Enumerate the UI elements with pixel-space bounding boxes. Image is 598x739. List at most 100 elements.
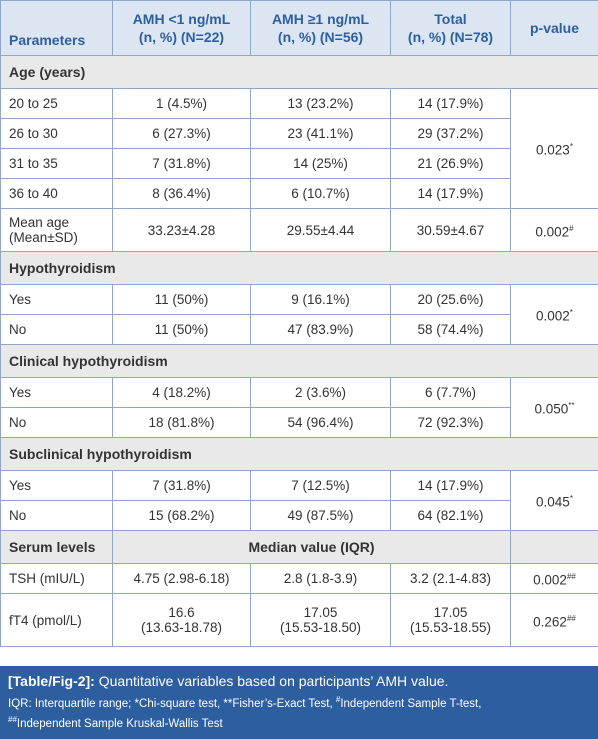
cell-text: 33.23±4.28	[147, 222, 216, 238]
column-header-text: Total	[434, 11, 467, 27]
section-row: Serum levels Median value (IQR)	[0, 530, 598, 564]
cell-text: 14 (17.9%)	[417, 96, 484, 111]
row-label-text: 20 to 25	[9, 96, 58, 111]
p-value-mark: ##	[566, 613, 576, 623]
row-label-text: 31 to 35	[9, 156, 58, 171]
column-header: AMH <1 ng/mL (n, %) (N=22)	[112, 0, 251, 56]
column-header: AMH ≥1 ng/mL (n, %) (N=56)	[250, 0, 391, 56]
p-value: 0.045*	[510, 470, 598, 531]
cell-text: 15 (68.2%)	[148, 508, 215, 523]
p-value-mark: *	[569, 142, 573, 152]
data-cell: 47 (83.9%)	[250, 314, 391, 345]
row-label-text: No	[9, 322, 27, 337]
p-value-mark: *	[569, 308, 573, 318]
column-header: p-value	[510, 0, 598, 56]
data-cell: 29 (37.2%)	[390, 118, 511, 149]
cell-text: 1 (4.5%)	[155, 96, 208, 111]
column-header-text: AMH ≥1 ng/mL	[271, 11, 370, 27]
cell-text: 18 (81.8%)	[148, 415, 215, 430]
row-label-text: 26 to 30	[9, 126, 58, 141]
data-cell: 7 (12.5%)	[250, 470, 391, 501]
data-cell: 4.75 (2.98-6.18)	[112, 563, 251, 594]
p-value-mark: **	[568, 401, 575, 411]
data-cell: 14 (17.9%)	[390, 88, 511, 119]
data-row: No 15 (68.2%) 49 (87.5%) 64 (82.1%)	[0, 500, 598, 531]
data-row: 26 to 30 6 (27.3%) 23 (41.1%) 29 (37.2%)	[0, 118, 598, 149]
section-row: Clinical hypothyroidism	[0, 344, 598, 378]
row-label: No	[0, 314, 113, 345]
row-label: No	[0, 407, 113, 438]
cell-text: 7 (31.8%)	[152, 478, 211, 493]
caption: [Table/Fig-2]: Quantitative variables ba…	[8, 672, 590, 690]
data-cell: 4 (18.2%)	[112, 377, 251, 408]
row-label-text: Yes	[9, 385, 32, 400]
cell-text: 9 (16.1%)	[291, 292, 350, 307]
data-row: TSH (mIU/L) 4.75 (2.98-6.18) 2.8 (1.8-3.9)…	[0, 563, 598, 594]
cell-text: 2.8 (1.8-3.9)	[283, 571, 358, 586]
cell-text: 3.2 (2.1-4.83)	[409, 571, 492, 586]
p-value-text: 0.045	[536, 494, 570, 510]
p-value: 0.262##	[510, 593, 598, 647]
data-cell: 6 (27.3%)	[112, 118, 251, 149]
row-label: Yes	[0, 377, 113, 408]
cell-text: 8 (36.4%)	[152, 186, 211, 201]
cell-text: 30.59±4.67	[416, 222, 485, 238]
p-value-mark: #	[569, 223, 574, 233]
data-cell: 21 (26.9%)	[390, 148, 511, 179]
cell-text: 16.6	[168, 605, 195, 620]
row-label: 26 to 30	[0, 118, 113, 149]
cell-text: 54 (96.4%)	[287, 415, 354, 430]
section-title: Clinical hypothyroidism	[0, 344, 598, 378]
data-cell: 17.05 (15.53-18.50)	[250, 593, 391, 647]
row-label-text: Yes	[9, 478, 32, 493]
row-label-text: (Mean±SD)	[9, 230, 78, 245]
section-title: Age (years)	[0, 55, 598, 89]
row-label-text: Yes	[9, 292, 32, 307]
caption-label: [Table/Fig-2]:	[8, 673, 95, 689]
data-cell: 72 (92.3%)	[390, 407, 511, 438]
row-label-text: No	[9, 415, 27, 430]
data-cell: 13 (23.2%)	[250, 88, 391, 119]
header-row: Parameters AMH <1 ng/mL (n, %) (N=22) AMH ≥…	[0, 0, 598, 56]
p-value: 0.002#	[510, 208, 598, 252]
p-value: 0.002*	[510, 284, 598, 345]
data-cell: 18 (81.8%)	[112, 407, 251, 438]
table-body: Age (years) 20 to 25 1 (4.5%) 13 (23.2%) 14 …	[0, 55, 598, 647]
note-text: IQR: Interquartile range; *Chi-square te…	[8, 697, 336, 710]
data-cell: 11 (50%)	[112, 284, 251, 315]
column-header-text: (n, %) (N=78)	[407, 29, 494, 45]
row-label: 36 to 40	[0, 178, 113, 209]
cell-text: 23 (41.1%)	[287, 126, 354, 141]
footnote: IQR: Interquartile range; *Chi-square te…	[8, 692, 590, 732]
row-label: No	[0, 500, 113, 531]
cell-text: 6 (27.3%)	[152, 126, 211, 141]
cell-text: 14 (17.9%)	[417, 478, 484, 493]
data-cell: 8 (36.4%)	[112, 178, 251, 209]
row-label: 31 to 35	[0, 148, 113, 179]
cell-text: (13.63-18.78)	[140, 620, 223, 635]
section-row: Subclinical hypothyroidism	[0, 437, 598, 471]
data-cell: 15 (68.2%)	[112, 500, 251, 531]
data-cell: 29.55±4.44	[250, 208, 391, 252]
cell-text: 58 (74.4%)	[417, 322, 484, 337]
row-label: Mean age (Mean±SD)	[0, 208, 113, 252]
cell-text: 49 (87.5%)	[287, 508, 354, 523]
row-label: Yes	[0, 470, 113, 501]
p-value-mark: *	[569, 494, 573, 504]
data-cell: 2 (3.6%)	[250, 377, 391, 408]
data-cell: 6 (10.7%)	[250, 178, 391, 209]
cell-text: 72 (92.3%)	[417, 415, 484, 430]
p-value-text: 0.050	[534, 401, 569, 417]
data-cell: 23 (41.1%)	[250, 118, 391, 149]
section-title: Hypothyroidism	[0, 251, 598, 285]
note-sup: #	[335, 695, 341, 704]
section-title: Subclinical hypothyroidism	[0, 437, 598, 471]
data-row: 31 to 35 7 (31.8%) 14 (25%) 21 (26.9%)	[0, 148, 598, 179]
data-cell: 58 (74.4%)	[390, 314, 511, 345]
cell-text: 7 (31.8%)	[152, 156, 211, 171]
p-value-text: 0.002	[533, 572, 567, 588]
cell-text: 2 (3.6%)	[294, 385, 347, 400]
caption-text: Quantitative variables based on particip…	[98, 673, 449, 689]
cell-text: 4 (18.2%)	[152, 385, 211, 400]
row-label-text: fT4 (pmol/L)	[9, 612, 82, 628]
